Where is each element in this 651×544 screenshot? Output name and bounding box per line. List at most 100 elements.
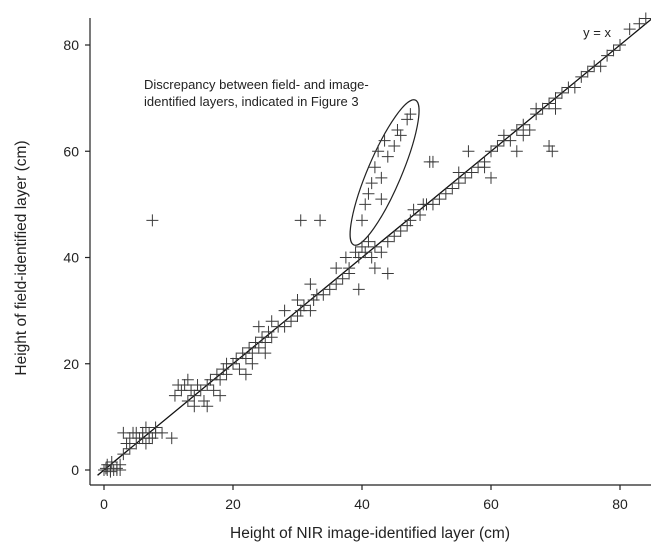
data-point xyxy=(614,39,626,51)
discrepancy-ellipse xyxy=(349,99,420,246)
data-point xyxy=(262,325,275,338)
y-tick-label: 60 xyxy=(63,143,79,159)
data-point xyxy=(123,442,136,455)
data-point xyxy=(252,341,265,354)
data-point xyxy=(139,437,152,450)
data-point xyxy=(330,262,343,275)
y-tick-label: 80 xyxy=(63,37,79,53)
data-point xyxy=(352,251,365,264)
data-point xyxy=(388,139,401,152)
data-point xyxy=(601,49,614,62)
data-point xyxy=(217,363,230,376)
data-point xyxy=(165,432,178,445)
data-point xyxy=(394,129,407,142)
data-point xyxy=(197,394,210,407)
data-point xyxy=(575,70,588,83)
data-point xyxy=(265,331,278,344)
data-point xyxy=(359,198,372,211)
data-point xyxy=(105,456,118,469)
x-tick-label: 40 xyxy=(354,496,370,512)
data-point xyxy=(452,177,465,190)
data-point xyxy=(294,214,307,227)
data-point xyxy=(388,230,401,243)
data-point xyxy=(239,368,252,381)
data-point xyxy=(594,60,607,73)
data-point xyxy=(368,262,381,275)
data-point xyxy=(227,357,239,370)
data-point xyxy=(365,251,378,264)
data-point xyxy=(381,267,394,280)
annotation-text-line1: Discrepancy between field- and image- xyxy=(144,77,369,92)
data-point xyxy=(368,161,381,174)
data-point xyxy=(375,193,388,206)
data-point xyxy=(426,198,439,211)
data-point xyxy=(239,352,252,365)
data-point xyxy=(181,394,194,407)
data-point xyxy=(359,246,372,259)
data-point xyxy=(291,309,304,322)
data-point xyxy=(156,426,169,439)
data-point xyxy=(188,400,201,413)
data-point xyxy=(491,139,504,152)
data-point xyxy=(368,240,381,253)
y-tick-label: 20 xyxy=(63,356,79,372)
data-point xyxy=(504,134,517,147)
data-point xyxy=(117,448,130,461)
data-point xyxy=(233,363,246,376)
data-point xyxy=(404,214,417,227)
data-point xyxy=(304,278,317,291)
data-point xyxy=(549,102,562,115)
data-point xyxy=(104,465,117,478)
data-point xyxy=(375,171,388,184)
data-point xyxy=(178,379,191,391)
data-point xyxy=(555,86,568,99)
data-point xyxy=(485,171,497,184)
data-point xyxy=(510,145,523,158)
data-point xyxy=(214,389,227,402)
data-point xyxy=(433,193,446,206)
data-point xyxy=(259,336,272,349)
data-point xyxy=(401,219,414,232)
data-point xyxy=(381,150,394,163)
data-point xyxy=(297,299,310,312)
data-point xyxy=(101,458,114,471)
data-point xyxy=(201,400,214,413)
annotation-text-line2: identified layers, indicated in Figure 3 xyxy=(144,94,359,109)
data-point xyxy=(517,129,530,142)
data-point xyxy=(362,235,375,248)
data-point xyxy=(188,389,201,402)
data-point xyxy=(404,108,417,121)
data-point xyxy=(323,283,336,296)
data-point xyxy=(365,177,378,190)
data-point xyxy=(259,347,272,360)
data-point xyxy=(549,92,562,105)
data-point xyxy=(485,145,497,158)
data-point xyxy=(214,373,227,386)
data-point xyxy=(633,17,646,30)
data-point xyxy=(375,246,388,259)
tick-labels: 0 20 40 60 80 0 20 40 60 80 xyxy=(63,37,628,512)
data-point xyxy=(285,315,298,328)
y-tick-label: 40 xyxy=(63,250,79,266)
data-point xyxy=(378,134,391,147)
data-point xyxy=(278,304,291,317)
data-point xyxy=(201,379,214,391)
data-point xyxy=(639,12,651,25)
data-point xyxy=(194,384,207,397)
data-point xyxy=(568,81,581,94)
data-point xyxy=(523,124,536,136)
data-point xyxy=(407,203,420,216)
data-point xyxy=(391,124,404,136)
data-point xyxy=(168,389,181,402)
data-point xyxy=(459,171,472,184)
data-point xyxy=(146,214,159,227)
data-point xyxy=(207,384,220,397)
data-point xyxy=(465,166,478,179)
reference-line-label: y = x xyxy=(583,25,611,40)
x-tick-label: 0 xyxy=(100,496,108,512)
data-point xyxy=(252,320,265,333)
data-point xyxy=(401,113,414,126)
data-points xyxy=(98,12,651,478)
x-axis-title: Height of NIR image-identified layer (cm… xyxy=(230,525,510,542)
